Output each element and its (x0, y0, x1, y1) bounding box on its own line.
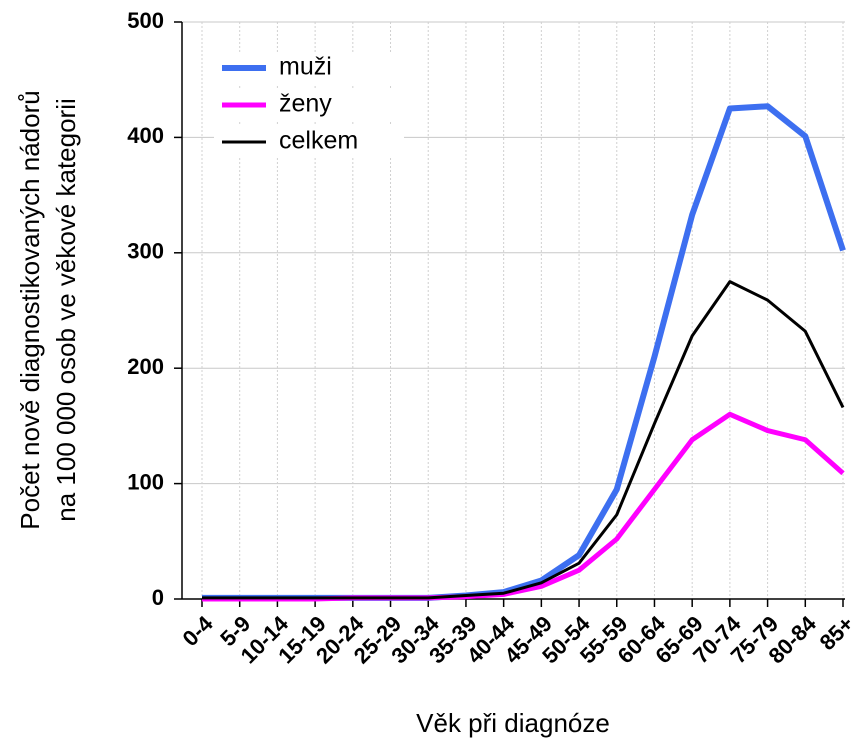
legend-label: celkem (279, 127, 358, 155)
y-axis-title: na 100 000 osob ve věkové kategorii (51, 98, 81, 522)
y-axis-title: Počet nově diagnostikovaných nádorů (15, 90, 45, 529)
y-tick-label: 500 (127, 8, 164, 33)
y-tick-label: 100 (127, 469, 164, 494)
y-tick-label: 0 (152, 585, 164, 610)
y-tick-label: 300 (127, 239, 164, 264)
x-tick-label: 85+ (815, 611, 852, 655)
series-line (202, 411, 845, 602)
x-tick-label: 0-4 (177, 610, 218, 651)
legend-label: ženy (279, 90, 332, 118)
y-tick-label: 200 (127, 354, 164, 379)
x-axis-title: Věk při diagnóze (416, 708, 610, 738)
series-line (202, 280, 845, 600)
series-line (202, 103, 846, 601)
legend-label: muži (279, 53, 332, 81)
y-tick-label: 400 (127, 123, 164, 148)
